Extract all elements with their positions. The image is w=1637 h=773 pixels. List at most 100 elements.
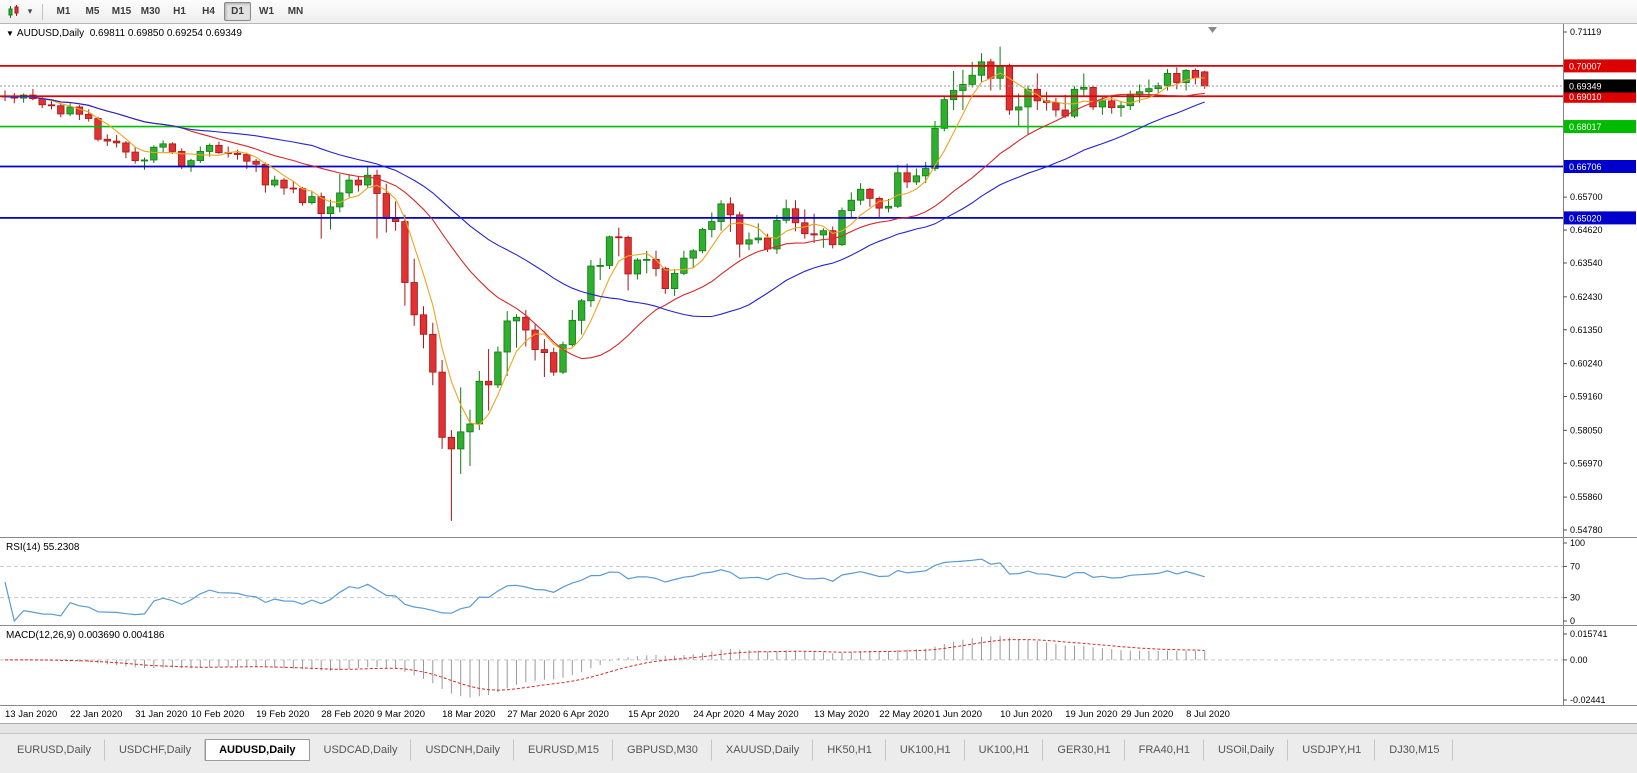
price-chart-canvas[interactable]: 0.71119 0.65700 0.64620 0.63540 0.62430 0.613… xyxy=(0,24,1637,538)
fast-ma-line xyxy=(4,72,1205,426)
timeframe-buttons: M1 M5 M15 M30 H1 H4 D1 W1 MN xyxy=(50,2,309,21)
timeframe-d1[interactable]: D1 xyxy=(224,2,251,21)
macd-label: MACD(12,26,9) 0.003690 0.004186 xyxy=(6,630,165,641)
date-label: 10 Feb 2020 xyxy=(191,709,245,720)
date-label: 13 May 2020 xyxy=(814,709,870,720)
svg-text:0.66706: 0.66706 xyxy=(1569,162,1602,172)
date-label: 27 Mar 2020 xyxy=(507,709,561,720)
candles xyxy=(1,46,1209,521)
timeframe-mn[interactable]: MN xyxy=(287,6,304,17)
timeframe-m15[interactable]: M15 xyxy=(111,6,132,17)
bottom-strip xyxy=(0,724,1637,734)
date-label: 29 Jun 2020 xyxy=(1121,709,1174,720)
timeframe-h4[interactable]: H4 xyxy=(202,6,215,17)
date-label: 8 Jul 2020 xyxy=(1186,709,1230,720)
date-label: 10 Jun 2020 xyxy=(1000,709,1053,720)
svg-text:0.69349: 0.69349 xyxy=(1569,81,1602,91)
tab-audusd-daily[interactable]: AUDUSD,Daily xyxy=(205,739,310,761)
macd-indicator-pane[interactable]: 0.015741 0.00 -0.02441 MACD(12,26,9) 0.003… xyxy=(0,626,1637,706)
tab-hk50-h1[interactable]: HK50,H1 xyxy=(813,739,886,761)
symbol-ohlc-text: AUDUSD,Daily 0.69811 0.69850 0.69254 0.6… xyxy=(16,28,242,39)
price-axis-labels: 0.70007 0.69010 0.68017 0.66706 0.65020 0.693… xyxy=(1564,59,1636,225)
date-label: 22 Jan 2020 xyxy=(70,709,123,720)
svg-text:0.65700: 0.65700 xyxy=(1570,192,1603,202)
svg-text:0.62430: 0.62430 xyxy=(1570,292,1603,302)
date-label: 1 Jun 2020 xyxy=(935,709,983,720)
svg-text:0.63540: 0.63540 xyxy=(1570,258,1603,268)
price-line-label xyxy=(1564,89,1636,103)
timeframe-m5[interactable]: M5 xyxy=(85,6,100,17)
price-line-label xyxy=(1564,79,1636,93)
moving-averages xyxy=(4,72,1205,426)
date-label: 22 May 2020 xyxy=(879,709,935,720)
tab-usdchf-daily[interactable]: USDCHF,Daily xyxy=(105,739,206,761)
svg-text:0.54780: 0.54780 xyxy=(1570,525,1603,535)
time-axis[interactable]: 13 Jan 2020 22 Jan 2020 31 Jan 2020 10 Feb … xyxy=(0,706,1637,724)
svg-text:0.69010: 0.69010 xyxy=(1569,92,1602,102)
date-label: 6 Apr 2020 xyxy=(563,709,609,720)
svg-text:0.71119: 0.71119 xyxy=(1570,27,1601,37)
toolbar: ▾ M1 M5 M15 M30 H1 H4 D1 W1 MN xyxy=(0,0,1637,24)
symbol-dropdown-icon[interactable]: ▼ xyxy=(6,29,14,38)
rsi-canvas[interactable]: 100 70 30 0 xyxy=(0,538,1637,626)
svg-text:70: 70 xyxy=(1570,561,1580,571)
tab-usdcad-daily[interactable]: USDCAD,Daily xyxy=(310,739,412,761)
tab-xauusd-daily[interactable]: XAUUSD,Daily xyxy=(712,739,814,761)
svg-text:0.00: 0.00 xyxy=(1570,655,1588,665)
timeframe-h1[interactable]: H1 xyxy=(173,6,186,17)
tab-usoil-daily[interactable]: USOil,Daily xyxy=(1204,739,1289,761)
tab-uk100-h1[interactable]: UK100,H1 xyxy=(886,739,965,761)
date-label: 31 Jan 2020 xyxy=(135,709,188,720)
svg-text:0.65020: 0.65020 xyxy=(1569,213,1602,223)
date-label: 19 Feb 2020 xyxy=(256,709,310,720)
date-label: 4 May 2020 xyxy=(749,709,799,720)
svg-text:0.58050: 0.58050 xyxy=(1570,425,1603,435)
timeframe-m1[interactable]: M1 xyxy=(56,6,71,17)
tab-uk100-h1[interactable]: UK100,H1 xyxy=(965,739,1044,761)
date-label: 15 Apr 2020 xyxy=(628,709,680,720)
horizontal-lines xyxy=(0,65,1563,219)
price-line-label xyxy=(1564,211,1636,225)
date-label: 28 Feb 2020 xyxy=(321,709,375,720)
svg-text:0.015741: 0.015741 xyxy=(1570,629,1608,639)
date-label: 24 Apr 2020 xyxy=(693,709,745,720)
price-line-label xyxy=(1564,160,1636,174)
chart-tabs: EURUSD,Daily USDCHF,Daily AUDUSD,Daily USDC… xyxy=(0,734,1637,773)
price-chart-pane[interactable]: 0.71119 0.65700 0.64620 0.63540 0.62430 0.613… xyxy=(0,24,1637,538)
rsi-label: RSI(14) 55.2308 xyxy=(6,542,80,553)
svg-text:30: 30 xyxy=(1570,593,1580,603)
svg-text:0.60240: 0.60240 xyxy=(1570,359,1603,369)
tab-gbpusd-m30[interactable]: GBPUSD,M30 xyxy=(613,739,712,761)
tab-ger30-h1[interactable]: GER30,H1 xyxy=(1043,739,1125,761)
price-axis-ticks: 0.71119 0.65700 0.64620 0.63540 0.62430 0.613… xyxy=(1563,27,1603,535)
timeframe-w1[interactable]: W1 xyxy=(259,6,274,17)
slow-ma-line xyxy=(4,96,1205,318)
macd-histogram xyxy=(13,635,1206,698)
chevron-down-icon[interactable]: ▾ xyxy=(27,6,33,16)
tab-usdcnh-daily[interactable]: USDCNH,Daily xyxy=(411,739,515,761)
svg-text:-0.02441: -0.02441 xyxy=(1570,695,1606,705)
svg-text:0: 0 xyxy=(1570,616,1575,626)
svg-text:0.56970: 0.56970 xyxy=(1570,458,1603,468)
mid-ma-line xyxy=(4,92,1205,360)
date-label: 19 Jun 2020 xyxy=(1065,709,1118,720)
tab-usdjpy-h1[interactable]: USDJPY,H1 xyxy=(1288,739,1376,761)
chart-shift-marker[interactable] xyxy=(1208,27,1217,33)
tab-eurusd-m15[interactable]: EURUSD,M15 xyxy=(514,739,613,761)
timeframe-m30[interactable]: M30 xyxy=(140,6,161,17)
date-label: 9 Mar 2020 xyxy=(377,709,426,720)
toolbar-separator xyxy=(42,3,43,20)
macd-signal-line xyxy=(5,639,1205,691)
svg-text:0.55860: 0.55860 xyxy=(1570,492,1603,502)
svg-text:0.64620: 0.64620 xyxy=(1570,225,1603,235)
tab-eurusd-daily[interactable]: EURUSD,Daily xyxy=(3,739,105,761)
price-line-label xyxy=(1564,59,1636,73)
tab-fra40-h1[interactable]: FRA40,H1 xyxy=(1125,739,1204,761)
macd-canvas[interactable]: 0.015741 0.00 -0.02441 xyxy=(0,626,1637,706)
symbol-info: ▼ AUDUSD,Daily 0.69811 0.69850 0.69254 0.… xyxy=(6,28,242,39)
candlestick-glyph xyxy=(8,4,19,18)
chart-type-icon[interactable] xyxy=(5,3,23,21)
rsi-indicator-pane[interactable]: 100 70 30 0 RSI(14) 55.2308 xyxy=(0,538,1637,626)
tab-dj30-m15[interactable]: DJ30,M15 xyxy=(1375,739,1454,761)
